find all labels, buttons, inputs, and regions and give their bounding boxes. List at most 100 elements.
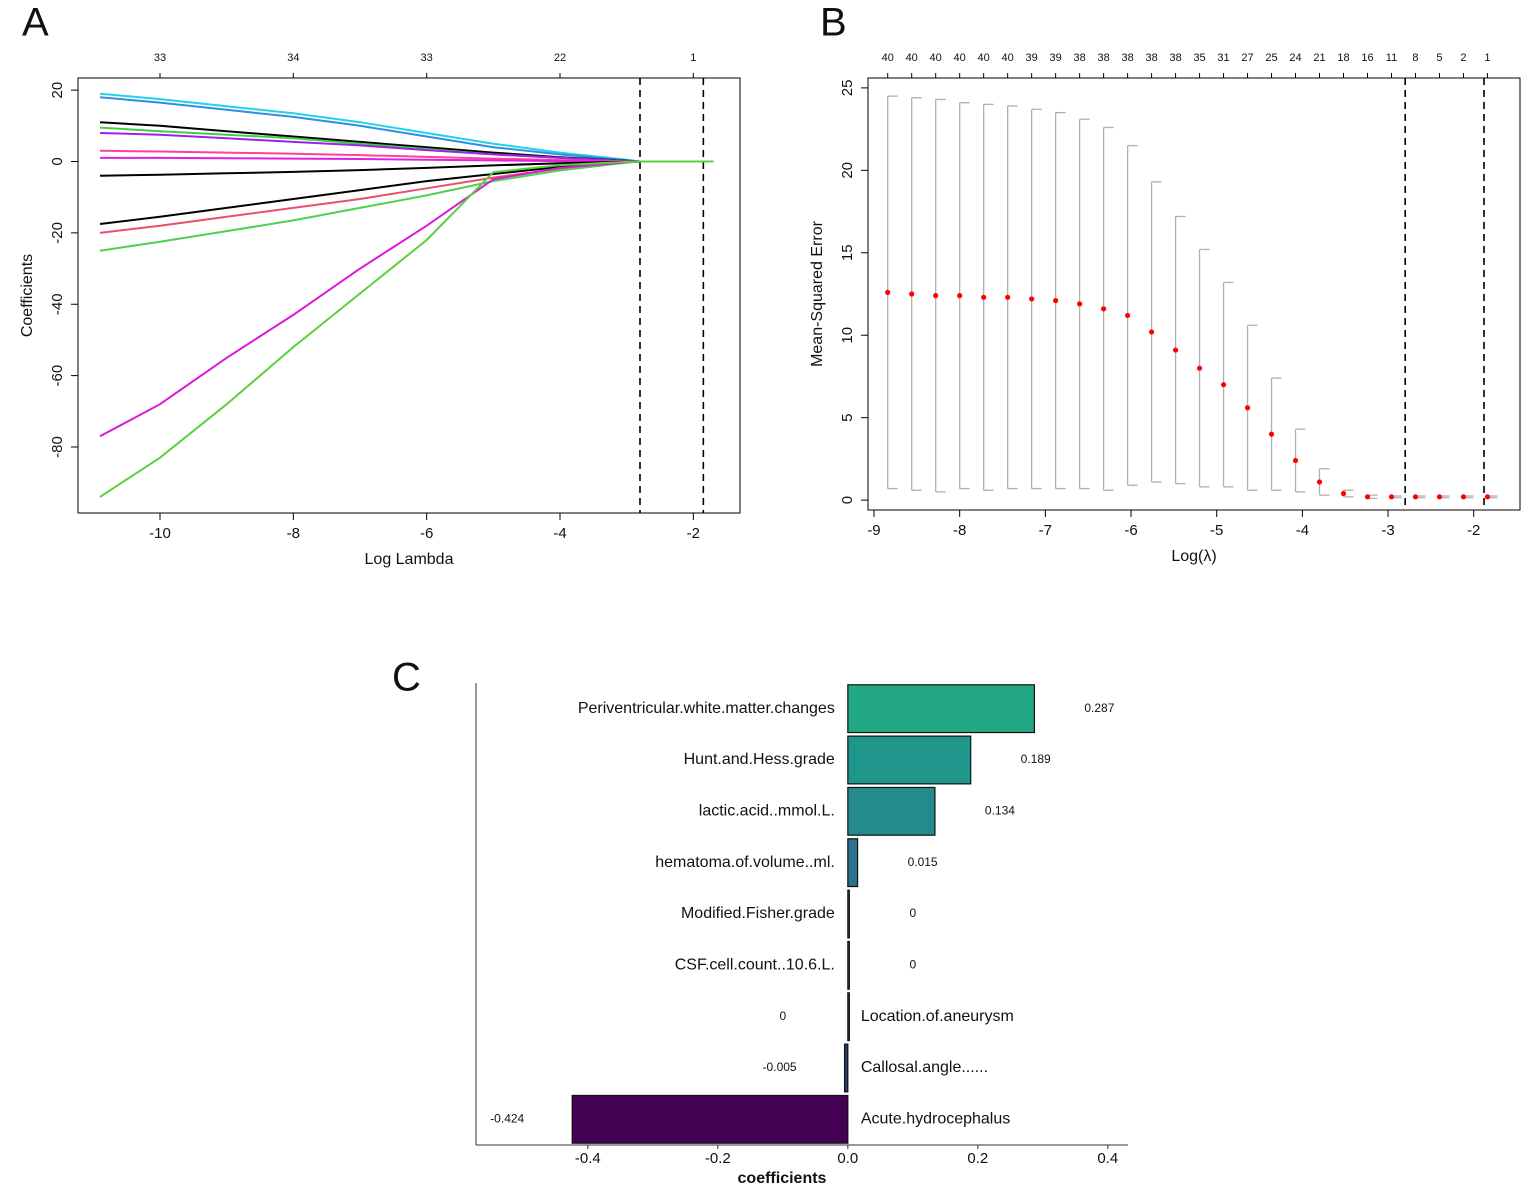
x-tick-label: -4 — [1296, 522, 1309, 539]
mse-point — [1101, 306, 1107, 312]
top-tick-label: 40 — [1002, 52, 1014, 64]
value-label: 0 — [779, 1009, 786, 1023]
category-label: Location.of.aneurysm — [861, 1008, 1014, 1025]
mse-point — [1244, 405, 1251, 411]
top-tick-label: 38 — [1073, 52, 1085, 64]
value-label: 0 — [909, 906, 916, 920]
top-tick-label: 8 — [1412, 52, 1418, 64]
top-tick-label: 24 — [1289, 52, 1301, 64]
top-tick-label: 1 — [1484, 52, 1490, 64]
top-tick-label: 11 — [1386, 52, 1397, 64]
x-tick-label: -0.2 — [705, 1150, 731, 1167]
x-axis-label: Log(λ) — [1171, 548, 1216, 565]
x-tick-label: -8 — [287, 525, 300, 542]
top-tick-label: 21 — [1313, 52, 1325, 64]
top-tick-label: 40 — [906, 52, 918, 64]
top-tick-label: 40 — [978, 52, 990, 64]
x-tick-label: -7 — [1039, 522, 1052, 539]
x-tick-label: -10 — [149, 525, 171, 542]
mse-point — [1484, 494, 1491, 500]
panel-label: A — [22, 1, 49, 45]
bar — [847, 889, 850, 939]
bar — [571, 1094, 849, 1144]
category-label: hematoma.of.volume..ml. — [655, 854, 835, 871]
category-label: lactic.acid..mmol.L. — [699, 803, 835, 820]
mse-point — [1053, 297, 1059, 304]
bar — [843, 1043, 849, 1093]
x-tick-label: -9 — [867, 522, 880, 539]
top-tick-label: 22 — [554, 52, 566, 64]
x-tick-label: -0.4 — [575, 1150, 601, 1167]
mse-point — [1388, 494, 1395, 500]
mse-point — [1172, 347, 1179, 353]
top-tick-label: 38 — [1169, 52, 1181, 64]
mse-point — [1196, 365, 1203, 371]
category-label: Callosal.angle...... — [861, 1059, 988, 1076]
x-tick-label: 0.4 — [1097, 1150, 1118, 1167]
value-label: 0 — [909, 958, 916, 972]
category-label: CSF.cell.count..10.6.L. — [675, 957, 835, 974]
top-tick-label: 25 — [1265, 52, 1277, 64]
bar — [847, 838, 859, 888]
y-axis-label: Mean-Squared Error — [809, 220, 826, 367]
top-tick-label: 16 — [1361, 52, 1373, 64]
value-label: 0.287 — [1084, 701, 1114, 715]
mse-point — [1340, 490, 1347, 497]
panel-label: C — [392, 656, 421, 700]
y-tick-label: 5 — [839, 413, 856, 421]
top-tick-label: 31 — [1217, 52, 1229, 64]
y-tick-label: 0 — [839, 496, 856, 504]
mse-point — [1148, 329, 1155, 335]
bar — [847, 992, 850, 1042]
top-tick-label: 38 — [1097, 52, 1109, 64]
top-tick-label: 5 — [1436, 52, 1442, 64]
y-tick-label: 10 — [839, 327, 856, 344]
y-tick-label: 25 — [839, 80, 856, 97]
mse-point — [1029, 296, 1035, 302]
y-tick-label: 20 — [49, 82, 66, 99]
plot-frame — [867, 77, 1521, 511]
mse-point — [1412, 494, 1419, 500]
bar — [847, 786, 936, 836]
x-tick-label: -2 — [1467, 522, 1480, 539]
category-label: Hunt.and.Hess.grade — [684, 751, 835, 768]
mse-point — [1077, 301, 1083, 307]
top-tick-label: 33 — [421, 52, 433, 64]
x-tick-label: -8 — [953, 522, 966, 539]
value-label: -0.424 — [490, 1112, 524, 1126]
x-tick-label: -2 — [687, 525, 700, 542]
x-tick-label: -6 — [420, 525, 433, 542]
category-label: Acute.hydrocephalus — [861, 1111, 1010, 1128]
top-tick-label: 33 — [154, 52, 166, 64]
x-tick-label: -6 — [1124, 522, 1137, 539]
mse-point — [1436, 494, 1443, 500]
y-tick-label: 20 — [839, 162, 856, 179]
top-tick-label: 40 — [930, 52, 942, 64]
coefficient-path — [99, 160, 714, 438]
y-axis-label: Coefficients — [19, 254, 36, 337]
top-tick-label: 39 — [1026, 52, 1038, 64]
x-tick-label: 0.2 — [967, 1150, 988, 1167]
mse-point — [1316, 479, 1323, 485]
value-label: 0.134 — [985, 804, 1015, 818]
bar — [847, 684, 1035, 734]
mse-point — [1125, 312, 1131, 319]
plot-frame — [77, 77, 741, 514]
top-tick-label: 1 — [690, 52, 696, 64]
y-tick-label: -40 — [49, 293, 66, 315]
x-tick-label: -3 — [1381, 522, 1394, 539]
bar — [847, 735, 972, 785]
top-tick-label: 40 — [954, 52, 966, 64]
top-tick-label: 2 — [1460, 52, 1466, 64]
mse-point — [957, 293, 963, 299]
mse-point — [1292, 457, 1299, 464]
top-tick-label: 27 — [1241, 52, 1253, 64]
mse-point — [1460, 494, 1467, 500]
y-tick-label: -80 — [49, 436, 66, 458]
coefficient-path — [99, 160, 714, 498]
x-tick-label: -5 — [1210, 522, 1223, 539]
mse-point — [1364, 494, 1371, 500]
x-axis-label: Log Lambda — [365, 551, 454, 568]
mse-point — [933, 293, 939, 299]
